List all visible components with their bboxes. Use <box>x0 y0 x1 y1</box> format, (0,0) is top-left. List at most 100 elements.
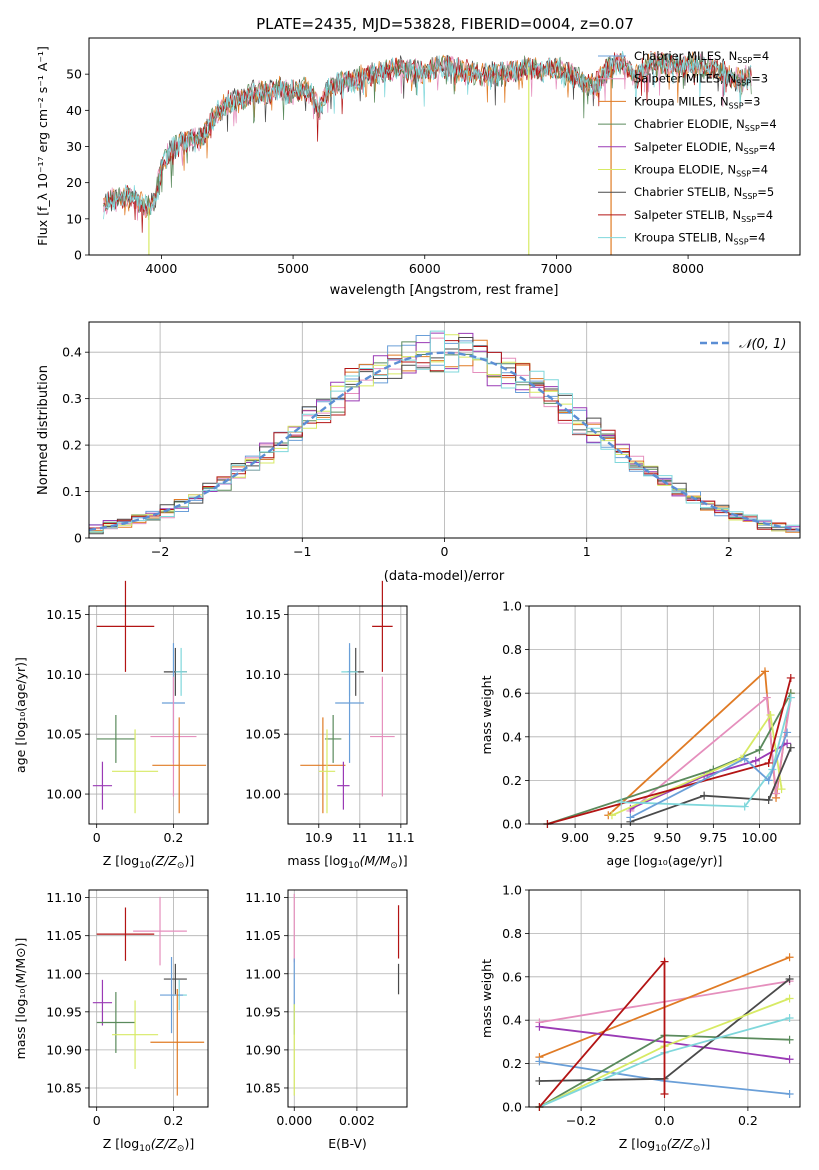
x-tick-label: 11 <box>352 830 368 845</box>
weight-point <box>764 776 773 785</box>
y-tick-label: 11.00 <box>245 966 281 981</box>
x-tick-label: 0.2 <box>738 1113 758 1128</box>
weight-vs-age-ylabel: mass weight <box>479 675 494 754</box>
weight-series-line <box>629 732 788 819</box>
mass-vs-Z-axes <box>89 890 208 1107</box>
weight-vs-age-ticks: 9.00 9.25 9.50 9.75 10.00 0.0 0.2 0.4 0.6 0.8 1.0 <box>502 599 777 846</box>
weight-point <box>785 1014 794 1023</box>
y-tick-label: 10.10 <box>245 667 281 682</box>
weight-point <box>660 1089 669 1098</box>
errorbar-point <box>92 761 113 810</box>
weight-vs-age-axes <box>529 605 800 825</box>
y-tick-label: 0.6 <box>502 686 522 701</box>
errorbar-point <box>160 957 184 1034</box>
errorbar-point <box>96 580 155 672</box>
weight-point <box>740 754 749 763</box>
weight-point <box>764 796 773 805</box>
age-vs-Z-ylabel: age [log₁₀(age/yr)] <box>13 657 28 773</box>
weight-point <box>607 811 616 820</box>
spectrum-ticks: 4000 5000 6000 7000 8000 0 10 20 30 40 50 <box>66 67 704 276</box>
y-tick-label: 11.10 <box>46 890 82 905</box>
y-tick-label: 10.15 <box>245 607 281 622</box>
errorbar-point <box>163 963 187 995</box>
errorbar-point <box>372 580 393 672</box>
spectrum-panel: 4000 5000 6000 7000 8000 0 10 20 30 40 50 Chabrier… <box>35 37 801 298</box>
weight-point <box>764 758 773 767</box>
errorbar-point <box>112 1000 159 1069</box>
age-vs-mass-axes <box>288 606 407 824</box>
y-tick-label: 0.0 <box>502 1100 522 1115</box>
y-tick-label: 11.05 <box>46 928 82 943</box>
weight-vs-Z-xlabel: Z [log10(Z/Z⊙)] <box>619 1136 710 1154</box>
weight-point <box>783 728 792 737</box>
y-tick-label: 10.90 <box>46 1042 82 1057</box>
y-tick-label: 0.8 <box>502 642 522 657</box>
y-tick-label: 10.85 <box>245 1080 281 1095</box>
mass-vs-EBV-marks <box>293 893 400 1096</box>
errorbar-point <box>96 907 155 961</box>
weight-point <box>766 711 775 719</box>
mass-vs-Z-ticks: 0 0.2 10.85 10.90 10.95 11.00 11.05 11.10 <box>46 890 183 1128</box>
x-tick-label: 9.00 <box>561 830 589 845</box>
legend-entry: Salpeter MILES, NSSP=3 <box>634 72 768 88</box>
weight-series-line <box>611 712 783 817</box>
x-tick-label: 1 <box>583 544 591 559</box>
y-tick-label: 20 <box>66 175 82 190</box>
errorbar-point <box>150 988 205 1096</box>
spectrum-xlabel: wavelength [Angstrom, rest frame] <box>330 283 559 298</box>
weight-vs-Z-ticks: −0.2 0.0 0.2 0.0 0.2 0.4 0.6 0.8 1.0 <box>502 883 758 1129</box>
legend-entry: Kroupa MILES, NSSP=3 <box>634 94 760 110</box>
errorbar-point <box>150 676 197 797</box>
weight-point <box>660 957 669 966</box>
y-tick-label: 10.85 <box>46 1080 82 1095</box>
legend-entry: Salpeter STELIB, NSSP=4 <box>634 208 773 224</box>
x-tick-label: 0 <box>93 1113 101 1128</box>
x-tick-label: 9.75 <box>699 830 727 845</box>
errorbar-point <box>337 761 350 810</box>
y-tick-label: 0.4 <box>502 1013 522 1028</box>
y-tick-label: 0.1 <box>62 484 82 499</box>
gaussian-reference-curve <box>88 351 801 532</box>
x-tick-label: 8000 <box>672 261 704 276</box>
weight-point <box>762 693 771 702</box>
age-vs-mass-ticks: 10.9 11 11.1 10.00 10.05 10.10 10.15 <box>245 607 415 845</box>
x-tick-label: 0 <box>93 830 101 845</box>
x-tick-label: 11.1 <box>387 830 415 845</box>
weight-point <box>535 1057 544 1066</box>
y-tick-label: 11.00 <box>46 966 82 981</box>
x-tick-label: −2 <box>151 544 169 559</box>
age-vs-mass-xlabel: mass [log10(M/M⊙)] <box>287 853 407 871</box>
legend-entry: Chabrier ELODIE, NSSP=4 <box>634 117 777 133</box>
y-tick-label: 0.2 <box>502 1056 522 1071</box>
y-tick-label: 0 <box>74 531 82 546</box>
y-tick-label: 10.10 <box>46 667 82 682</box>
weight-point <box>785 953 794 962</box>
y-tick-label: 10 <box>66 211 82 226</box>
age-vs-Z-xlabel: Z [log10(Z/Z⊙)] <box>103 853 194 871</box>
errorbar-point <box>300 717 346 814</box>
y-tick-label: 11.05 <box>245 928 281 943</box>
y-tick-label: 40 <box>66 103 82 118</box>
y-tick-label: 10.15 <box>46 607 82 622</box>
errorbar-point <box>112 729 159 814</box>
age-vs-Z-marks <box>92 580 207 814</box>
errorbar-point <box>324 715 342 763</box>
y-tick-label: 10.95 <box>46 1004 82 1019</box>
y-tick-label: 0.3 <box>62 391 82 406</box>
mass-vs-EBV-panel: 0.000 0.002 10.85 10.90 10.95 11.00 11.05 11.10… <box>245 889 408 1151</box>
errorbar-point <box>370 676 395 797</box>
errorbar-point <box>335 643 364 763</box>
weight-vs-age-xlabel: age [log₁₀(age/yr)] <box>607 853 723 868</box>
mass-vs-EBV-axes <box>288 890 407 1107</box>
weight-point <box>760 667 769 676</box>
y-tick-label: 0.8 <box>502 926 522 941</box>
weight-point <box>785 1089 794 1098</box>
mass-vs-Z-frame <box>88 889 209 1108</box>
mass-vs-Z-ylabel: mass [log₁₀(M/M⊙)] <box>13 938 28 1060</box>
x-tick-label: −0.2 <box>566 1113 596 1128</box>
weight-point <box>755 745 764 754</box>
age-vs-Z-axes <box>89 606 208 824</box>
legend-entry: Kroupa ELODIE, NSSP=4 <box>634 163 768 179</box>
legend-entry: Chabrier STELIB, NSSP=5 <box>634 185 774 201</box>
weight-point <box>783 739 792 748</box>
